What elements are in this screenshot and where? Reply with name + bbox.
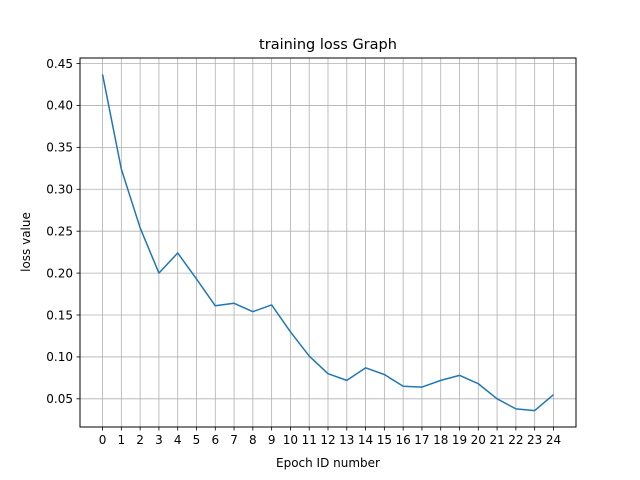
series-layer: [101, 74, 554, 412]
x-tick-label: 14: [358, 433, 373, 447]
y-tick-label: 0.05: [46, 392, 73, 406]
y-tick-label: 0.25: [46, 224, 73, 238]
x-tick-label: 17: [414, 433, 429, 447]
x-tick-label: 10: [283, 433, 298, 447]
y-tick-label: 0.15: [46, 308, 73, 322]
y-tick-label: 0.20: [46, 266, 73, 280]
x-tick-label: 11: [302, 433, 317, 447]
x-tick-label: 19: [452, 433, 467, 447]
x-tick-label: 13: [339, 433, 354, 447]
x-tick-label: 8: [249, 433, 257, 447]
x-tick-label: 23: [527, 433, 542, 447]
x-tick-label: 16: [396, 433, 411, 447]
x-tick-label: 7: [230, 433, 238, 447]
y-tick-label: 0.40: [46, 99, 73, 113]
x-tick-label: 20: [471, 433, 486, 447]
y-axis-label: loss value: [19, 212, 33, 272]
x-tick-label: 9: [268, 433, 276, 447]
x-tick-label: 4: [174, 433, 182, 447]
y-tick-label: 0.45: [46, 57, 73, 71]
x-tick-label: 12: [320, 433, 335, 447]
y-tick-label: 0.35: [46, 141, 73, 155]
x-tick-label: 1: [118, 433, 126, 447]
axis-ticks: 0 1 2 3 4 5 6 7 8 9 10 11 12 13 14 15 16 17 18 19 20 21 22 23 24…: [46, 57, 561, 447]
grid-lines: [80, 58, 576, 427]
x-tick-label: 6: [211, 433, 219, 447]
x-tick-label: 5: [193, 433, 201, 447]
x-tick-label: 21: [489, 433, 504, 447]
x-tick-label: 18: [433, 433, 448, 447]
x-tick-label: 15: [377, 433, 392, 447]
x-axis-label: Epoch ID number: [276, 456, 380, 470]
y-tick-label: 0.10: [46, 350, 73, 364]
y-tick-label: 0.30: [46, 183, 73, 197]
x-tick-label: 22: [508, 433, 523, 447]
x-tick-label: 2: [136, 433, 144, 447]
x-tick-label: 3: [155, 433, 163, 447]
x-tick-label: 24: [546, 433, 561, 447]
x-tick-label: 0: [99, 433, 107, 447]
chart-title: training loss Graph: [259, 37, 397, 53]
